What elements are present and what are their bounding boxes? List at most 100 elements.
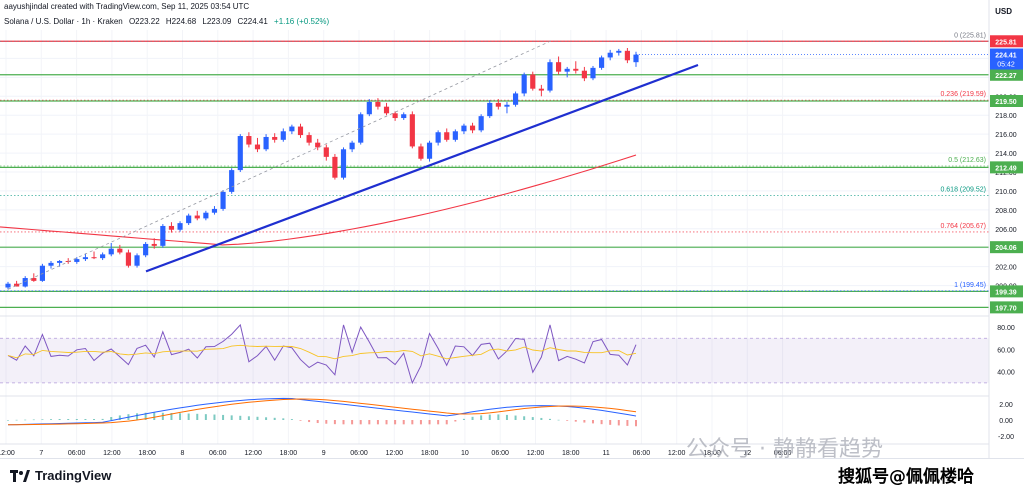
- candle-body: [521, 74, 527, 94]
- macd-histogram-bar: [144, 412, 147, 420]
- macd-histogram-bar: [402, 420, 405, 425]
- time-axis: 12:00 7 06:00 12:00 18:00 8 06:00 12:00 18:00 9 06…: [0, 443, 989, 457]
- macd-histogram-bar: [325, 420, 328, 424]
- time-tick-label: 06:00: [350, 450, 368, 457]
- macd-histogram-bar: [239, 415, 242, 420]
- fib-diagonal: [7, 40, 553, 290]
- candle-body: [220, 191, 226, 209]
- time-tick-label: 12: [743, 450, 751, 457]
- macd-histogram-bar: [161, 412, 164, 420]
- macd-histogram-bar: [187, 413, 190, 420]
- macd-histogram-bar: [351, 420, 354, 425]
- candle-body: [349, 142, 355, 150]
- currency-label[interactable]: USD: [995, 7, 1012, 16]
- macd-histogram-bar: [170, 412, 173, 420]
- macd-histogram-bar: [32, 419, 35, 421]
- watermark-bottom: 搜狐号@佩佩楼哈: [838, 467, 974, 487]
- candle-body: [538, 88, 544, 91]
- tradingview-logo[interactable]: TradingView: [10, 468, 111, 483]
- level-tag: [990, 68, 1023, 81]
- trendlines: [7, 40, 699, 290]
- time-tick-label: 10: [461, 450, 469, 457]
- change-value: +1.16 (+0.52%): [274, 17, 330, 26]
- candle-body: [487, 102, 493, 117]
- candle-body: [74, 259, 80, 262]
- macd-histogram-bar: [488, 414, 491, 420]
- fib-label: 0.618 (209.52): [940, 186, 986, 193]
- macd-histogram-bar: [256, 416, 259, 420]
- time-tick-label: 18:00: [280, 450, 298, 457]
- candle-body: [246, 136, 252, 145]
- price-tick-label: 202.00: [995, 265, 1017, 272]
- candle-body: [461, 125, 467, 132]
- macd-tick-label: 2.00: [999, 402, 1013, 409]
- time-tick-label: 06:00: [209, 450, 227, 457]
- macd-histogram-bar: [299, 420, 302, 421]
- time-tick-label: 06:00: [774, 450, 792, 457]
- candle-body: [426, 142, 433, 159]
- signal-line: [7, 398, 637, 426]
- time-tick-label: 12:00: [527, 450, 545, 457]
- candle-body: [315, 142, 321, 148]
- macd-histogram-bar: [557, 419, 560, 421]
- macd-histogram-bar: [222, 414, 225, 420]
- macd-histogram-bar: [505, 414, 508, 420]
- candle-body: [469, 125, 476, 131]
- candle-body: [555, 62, 562, 72]
- macd-histogram-bar: [230, 415, 233, 420]
- macd-histogram-bar: [290, 419, 293, 420]
- time-tick-label: 12:00: [668, 450, 686, 457]
- macd-histogram-bar: [118, 415, 121, 420]
- time-tick-label: 06:00: [633, 450, 651, 457]
- grid: [0, 30, 989, 444]
- macd-histogram-bar: [308, 420, 311, 423]
- price-tick-label: 206.00: [995, 227, 1017, 234]
- macd-histogram-bar: [394, 420, 397, 425]
- level-tag-label: 225.81: [995, 39, 1017, 46]
- watermark-top: 公众号 · 静静看趋势: [686, 437, 883, 462]
- macd-histogram-bar: [213, 414, 216, 420]
- current-price-label: 224.41: [995, 53, 1017, 60]
- level-tag: [990, 241, 1023, 254]
- high-value: H224.68: [165, 17, 197, 26]
- author-line: aayushjindal created with TradingView.co…: [4, 2, 250, 11]
- time-tick-label: 18:00: [138, 450, 156, 457]
- macd-histogram-bar: [84, 419, 87, 420]
- candle-body: [633, 54, 639, 63]
- macd-histogram-bar: [58, 419, 61, 420]
- candle-body: [590, 67, 596, 79]
- candle-body: [581, 70, 587, 79]
- macd-histogram-bar: [273, 417, 276, 420]
- horizontal-levels: [0, 40, 989, 308]
- price-tick-label: 218.00: [995, 113, 1017, 120]
- level-tag: [990, 285, 1023, 298]
- candle-body: [151, 243, 157, 246]
- time-tick-label: 18:00: [421, 450, 439, 457]
- macd-histogram-bar: [93, 419, 96, 420]
- time-tick-label: 12:00: [386, 450, 404, 457]
- macd-histogram-bar: [376, 420, 379, 425]
- macd-histogram-bar: [359, 420, 362, 425]
- macd-histogram-bar: [368, 420, 371, 425]
- fib-label: 0.236 (219.59): [940, 91, 986, 98]
- symbol-info: Solana / U.S. Dollar · 1h · Kraken O223.…: [4, 17, 333, 26]
- rsi-tick-label: 80.00: [997, 325, 1015, 332]
- time-tick-label: 18:00: [703, 450, 721, 457]
- candle-body: [22, 278, 28, 287]
- macd-histogram-bar: [7, 420, 9, 421]
- macd-histogram-bar: [196, 413, 199, 420]
- time-tick-label: 7: [39, 450, 43, 457]
- logo-text: TradingView: [35, 468, 112, 483]
- time-tick-label: 11: [602, 450, 609, 457]
- candle-body: [530, 74, 536, 89]
- candle-body: [82, 257, 89, 260]
- rsi-tick-label: 60.00: [997, 347, 1015, 354]
- symbol-name[interactable]: Solana / U.S. Dollar · 1h · Kraken: [4, 17, 123, 26]
- macd-histogram-bar: [282, 418, 285, 420]
- rsi-ma-line: [7, 344, 637, 360]
- candle-body: [332, 156, 338, 178]
- candle-body: [160, 225, 166, 246]
- candle-body: [297, 126, 304, 136]
